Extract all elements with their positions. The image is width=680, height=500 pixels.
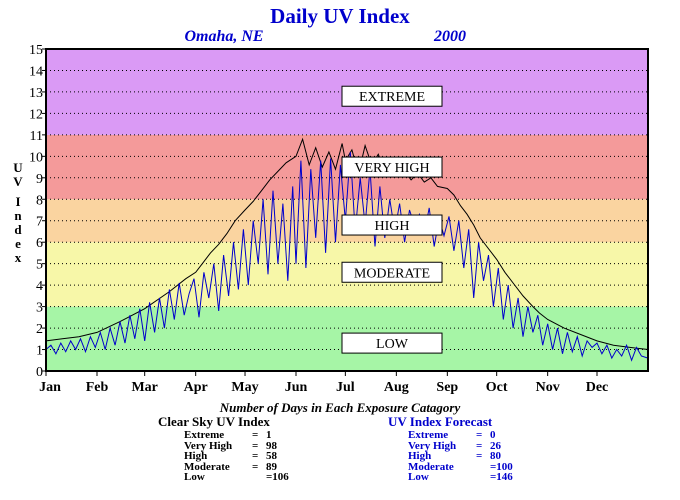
y-tick-label: 2 [36,322,43,337]
band-label-very-high: VERY HIGH [341,156,443,178]
row-value: 80 [490,450,501,462]
x-tick-label: Nov [536,380,560,395]
x-tick-label: Jul [336,380,355,395]
table-row: Extreme = 1 [184,429,272,441]
table-row: High = 58 [184,450,277,462]
chart-location: Omaha, NE [184,28,263,45]
y-tick-label: 14 [29,64,43,79]
band-label-extreme: EXTREME [341,85,443,107]
row-label: Low [408,471,429,483]
band-label-text: VERY HIGH [354,161,429,176]
x-tick-label: Sep [436,380,458,395]
table-row: Moderate = 89 [184,460,277,473]
y-tick-label: 10 [29,150,43,165]
band-label-box [341,156,443,178]
row-value: 1 [266,429,272,441]
x-tick-label: Oct [486,380,508,395]
row-value: 26 [490,439,501,452]
band-label-box [341,85,443,107]
y-tick-label: 0 [36,365,43,380]
row-value: 58 [266,450,277,462]
table-row: Extreme = 0 [408,429,496,441]
row-label: High [184,450,208,462]
band-label-box [341,332,443,354]
table-row: Low =146 [408,472,513,483]
x-tick-label: Jan [39,380,61,395]
x-tick-label: Jun [285,380,308,395]
table-row: Very High = 26 [408,439,501,452]
y-tick-label: 13 [29,86,43,101]
clear-sky-table-title: Clear Sky UV Index [158,414,270,429]
plot-frame [45,48,649,372]
row-label: Moderate [408,460,454,473]
x-tick-label: Mar [131,380,157,395]
band-label-text: HIGH [375,219,410,234]
y-tick-label: 8 [36,193,43,208]
band-label-box [341,214,443,236]
table-row: Low =106 [184,472,289,483]
exposure-subtitle: Number of Days in Each Exposure Catagory [219,400,461,415]
x-tick-label: Apr [184,380,208,395]
x-tick-label: Dec [586,380,609,395]
y-tick-label: 7 [36,215,43,230]
row-label: Extreme [184,429,225,441]
x-tick-label: Feb [86,380,109,395]
row-value: =106 [266,471,289,483]
series-line-clear-sky-uv-index [45,137,649,350]
forecast-table-title: UV Index Forecast [388,414,493,429]
row-value: 98 [266,439,277,452]
y-axis-label-char: d [14,222,22,237]
y-axis-label-char: V [13,174,23,189]
row-value: =146 [490,471,513,483]
y-tick-label: 4 [36,279,43,294]
y-tick-label: 6 [36,236,43,251]
chart-title: Daily UV Index [270,4,410,28]
row-label: Low [184,471,205,483]
row-value: =100 [490,460,513,473]
band-labels: LOW MODERATE HIGH VERY HIGH EXTREME [341,85,443,354]
band-label-text: MODERATE [354,266,430,281]
clear-sky-table: Extreme = 1 Very High = 98 High = 58 Moderate =… [184,430,289,483]
y-axis-label-char: e [15,236,21,251]
y-tick-label: 12 [29,107,43,122]
band-label-high: HIGH [341,214,443,236]
y-tick-label: 15 [29,43,43,58]
x-tick-label: May [231,380,258,395]
forecast-table: Extreme = 0 Very High = 26 High = 80 Moderate =… [408,430,513,483]
table-row: Moderate =100 [408,460,513,473]
y-axis-label-char: I [15,194,20,209]
x-tick-label: Aug [384,380,409,395]
row-label: High [408,450,432,462]
row-label: Very High [184,439,233,452]
chart-year: 2000 [433,28,466,45]
y-tick-label: 11 [30,129,43,144]
band-label-moderate: MODERATE [341,261,443,283]
row-label: Moderate [184,460,230,473]
row-value: 0 [490,429,496,441]
table-row: High = 80 [408,450,501,462]
y-tick-label: 9 [36,172,43,187]
y-tick-label: 3 [36,301,43,316]
band-label-text: LOW [376,337,409,352]
row-value: 89 [266,460,277,473]
row-label: Extreme [408,429,449,441]
table-row: Very High = 98 [184,439,277,452]
y-axis-label-char: U [13,160,23,175]
row-label: Very High [408,439,457,452]
y-tick-label: 5 [36,258,43,273]
y-axis-label-char: n [14,208,22,223]
band-label-text: EXTREME [359,90,425,105]
band-label-low: LOW [341,332,443,354]
band-label-box [341,261,443,283]
x-axis: Jan Feb Mar Apr May Jun Jul Aug Sep Oct Nov Dec [39,371,608,395]
y-tick-label: 1 [36,344,43,359]
y-axis-label-char: x [15,250,22,265]
